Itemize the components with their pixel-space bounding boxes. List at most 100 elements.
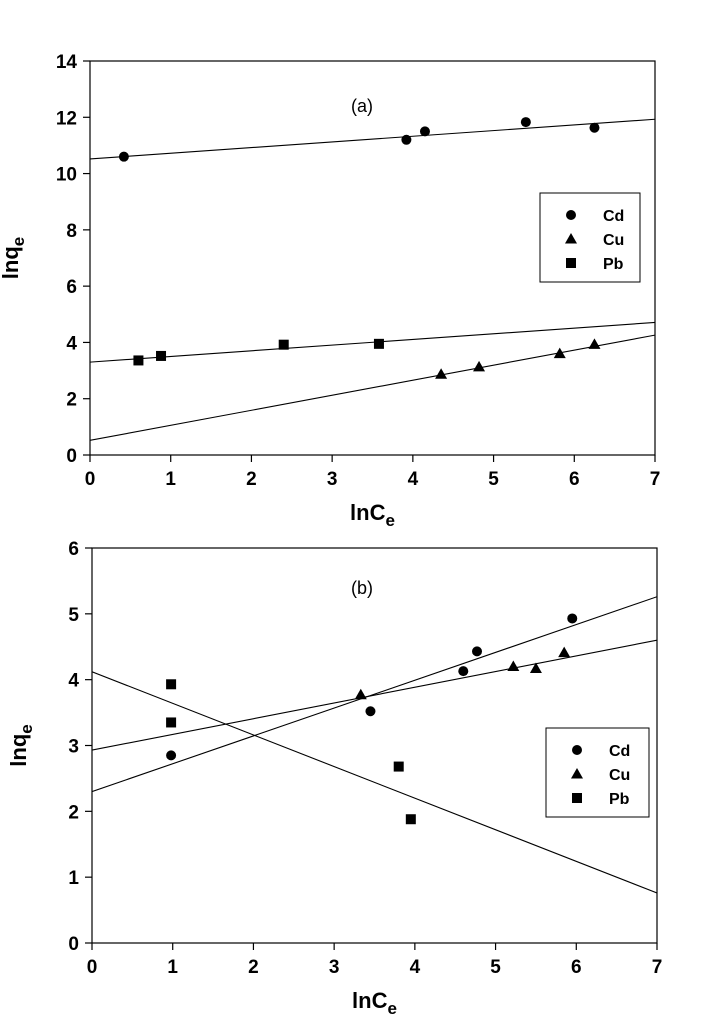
fit-line-pb bbox=[92, 671, 657, 894]
x-tick-label: 1 bbox=[165, 469, 176, 490]
x-axis-label-subscript: e bbox=[385, 511, 394, 530]
y-tick-label: 10 bbox=[56, 165, 77, 186]
x-tick-label: 0 bbox=[85, 469, 96, 490]
fit-line-cu bbox=[90, 334, 655, 441]
x-tick-label: 7 bbox=[650, 469, 661, 490]
data-point-cu bbox=[473, 360, 486, 372]
legend-label-pb: Pb bbox=[609, 791, 630, 808]
x-tick-label: 4 bbox=[410, 957, 421, 978]
data-point-cd bbox=[520, 117, 531, 128]
data-point-pb bbox=[405, 814, 416, 825]
legend-label-cu: Cu bbox=[609, 767, 630, 784]
y-axis-label: lnqe bbox=[0, 237, 28, 279]
y-axis-label: lnqe bbox=[6, 724, 36, 766]
data-point-cu bbox=[354, 688, 367, 700]
legend-label-pb: Pb bbox=[603, 256, 624, 273]
fit-line-pb bbox=[90, 321, 655, 363]
legend-marker-cd bbox=[572, 745, 582, 755]
legend-marker-cu bbox=[565, 233, 577, 244]
x-axis-label-main: lnC bbox=[352, 988, 388, 1013]
data-point-cd bbox=[472, 646, 483, 657]
y-axis-label-main: lnq bbox=[6, 734, 31, 767]
y-tick-label: 6 bbox=[66, 277, 77, 298]
data-point-cu bbox=[588, 338, 601, 349]
legend-marker-cd bbox=[566, 210, 576, 220]
data-point-cd bbox=[365, 706, 376, 717]
series-cu bbox=[92, 639, 657, 751]
data-point-pb bbox=[156, 350, 167, 361]
y-tick-label: 14 bbox=[56, 52, 78, 73]
fit-line-cd bbox=[90, 118, 655, 160]
legend-marker-pb bbox=[572, 793, 582, 803]
data-point-cu bbox=[507, 660, 520, 671]
data-point-pb bbox=[373, 338, 384, 349]
x-tick-label: 3 bbox=[329, 957, 340, 978]
x-tick-label: 6 bbox=[571, 957, 582, 978]
x-axis-label-subscript: e bbox=[387, 999, 396, 1018]
legend-box bbox=[539, 192, 641, 283]
x-axis-label: lnCe bbox=[350, 500, 395, 530]
data-point-cu bbox=[435, 368, 448, 379]
data-point-cd bbox=[166, 750, 177, 761]
legend-marker-cu bbox=[571, 768, 583, 779]
data-point-pb bbox=[133, 355, 144, 366]
x-tick-label: 5 bbox=[490, 957, 501, 978]
data-point-cu bbox=[553, 347, 566, 359]
x-tick-label: 1 bbox=[167, 957, 178, 978]
y-tick-label: 4 bbox=[66, 333, 77, 354]
y-tick-label: 0 bbox=[66, 446, 77, 467]
data-point-cd bbox=[118, 151, 129, 162]
legend: Cd Cu Pb bbox=[545, 727, 650, 818]
legend-label-cd: Cd bbox=[609, 743, 630, 760]
data-point-cu bbox=[529, 662, 542, 673]
series-pb bbox=[92, 671, 657, 894]
plot-frame bbox=[89, 60, 656, 456]
y-axis-label-main: lnq bbox=[0, 246, 23, 279]
x-tick-label: 4 bbox=[408, 469, 419, 490]
data-point-pb bbox=[393, 761, 404, 772]
data-point-cd bbox=[401, 134, 412, 145]
data-point-cd bbox=[458, 666, 469, 677]
x-tick-label: 6 bbox=[569, 469, 580, 490]
x-axis-label-main: lnC bbox=[350, 500, 386, 525]
panel-label: (b) bbox=[351, 578, 373, 598]
y-tick-label: 5 bbox=[68, 605, 79, 626]
panel-label: (a) bbox=[351, 96, 373, 116]
legend-label-cd: Cd bbox=[603, 208, 624, 225]
data-point-cd bbox=[419, 126, 430, 137]
fit-line-cd bbox=[92, 596, 657, 793]
legend-box bbox=[545, 727, 650, 818]
x-axis-label: lnCe bbox=[352, 988, 397, 1018]
data-point-cd bbox=[567, 613, 578, 624]
y-tick-label: 0 bbox=[68, 934, 79, 955]
y-tick-label: 2 bbox=[68, 802, 79, 823]
x-tick-label: 5 bbox=[488, 469, 499, 490]
y-tick-label: 1 bbox=[68, 868, 79, 889]
legend-marker-pb bbox=[566, 258, 576, 268]
y-tick-label: 3 bbox=[68, 737, 79, 758]
y-tick-label: 12 bbox=[56, 108, 77, 129]
y-tick-label: 8 bbox=[66, 221, 77, 242]
data-point-cu bbox=[558, 646, 571, 658]
x-tick-label: 0 bbox=[87, 957, 98, 978]
x-tick-label: 2 bbox=[248, 957, 259, 978]
data-point-cd bbox=[589, 122, 600, 133]
data-point-pb bbox=[166, 717, 177, 728]
x-tick-label: 3 bbox=[327, 469, 338, 490]
y-axis-label-subscript: e bbox=[9, 237, 28, 246]
data-point-pb bbox=[278, 339, 289, 350]
y-tick-label: 6 bbox=[68, 539, 79, 560]
y-axis-label-subscript: e bbox=[17, 724, 36, 733]
fit-line-cu bbox=[92, 639, 657, 751]
y-tick-label: 4 bbox=[68, 671, 79, 692]
legend: Cd Cu Pb bbox=[539, 192, 641, 283]
series-cd bbox=[92, 596, 657, 793]
x-tick-label: 2 bbox=[246, 469, 257, 490]
y-tick-label: 2 bbox=[66, 390, 77, 411]
series-pb bbox=[90, 321, 655, 366]
data-point-pb bbox=[166, 679, 177, 690]
legend-label-cu: Cu bbox=[603, 232, 624, 249]
